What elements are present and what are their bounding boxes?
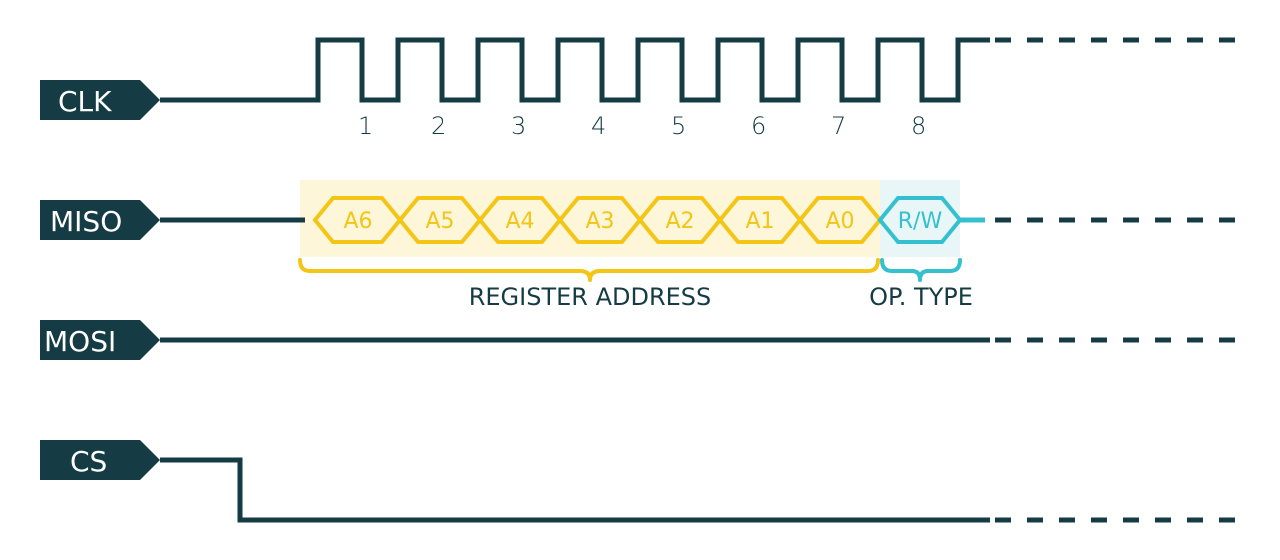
address-bit-label: A6: [343, 209, 372, 234]
mosi-label: MOSI: [40, 320, 160, 360]
miso-label-tag: [40, 200, 160, 240]
clk-label-text: CLK: [58, 85, 112, 118]
cs-signal: CS: [40, 440, 1240, 523]
register-address-label: REGISTER ADDRESS: [469, 283, 712, 311]
mosi-signal: MOSI: [40, 320, 1240, 360]
clock-number: 3: [511, 112, 526, 140]
miso-signal: MISO A6 A5 A4 A3 A2 A1 A0 R/W: [40, 196, 1240, 244]
cs-label: CS: [40, 440, 160, 480]
cs-label-text: CS: [70, 445, 107, 478]
miso-label: MISO: [40, 200, 160, 240]
mosi-label-text: MOSI: [44, 325, 116, 358]
clock-number-labels: 1 2 3 4 5 6 7 8: [358, 112, 926, 140]
clock-number: 4: [591, 112, 606, 140]
address-bit-label: A5: [425, 209, 454, 234]
clock-number: 2: [431, 112, 446, 140]
op-type-label: OP. TYPE: [869, 283, 973, 311]
clk-label: CLK: [40, 80, 160, 120]
clock-number: 1: [358, 112, 373, 140]
op-type-bracket: [880, 258, 962, 282]
address-bit-label: A4: [505, 209, 534, 234]
register-address-bracket: [298, 258, 880, 282]
cs-label-tag: [40, 440, 160, 480]
clock-number: 7: [831, 112, 846, 140]
mosi-label-tag: [40, 320, 160, 360]
address-bit-label: A2: [665, 209, 694, 234]
clock-number: 8: [911, 112, 926, 140]
rw-bit-label: R/W: [898, 209, 943, 234]
clock-number: 5: [671, 112, 686, 140]
clk-trace: [160, 37, 990, 103]
op-type-highlight: [880, 180, 960, 257]
clk-signal: CLK: [40, 37, 1240, 120]
cs-trace: [160, 457, 990, 523]
clk-label-tag: [40, 80, 160, 120]
clock-number: 6: [751, 112, 766, 140]
miso-label-text: MISO: [50, 205, 122, 238]
address-bit-label: A0: [825, 209, 854, 234]
address-bit-label: A3: [585, 209, 614, 234]
address-bit-label: A1: [745, 209, 774, 234]
